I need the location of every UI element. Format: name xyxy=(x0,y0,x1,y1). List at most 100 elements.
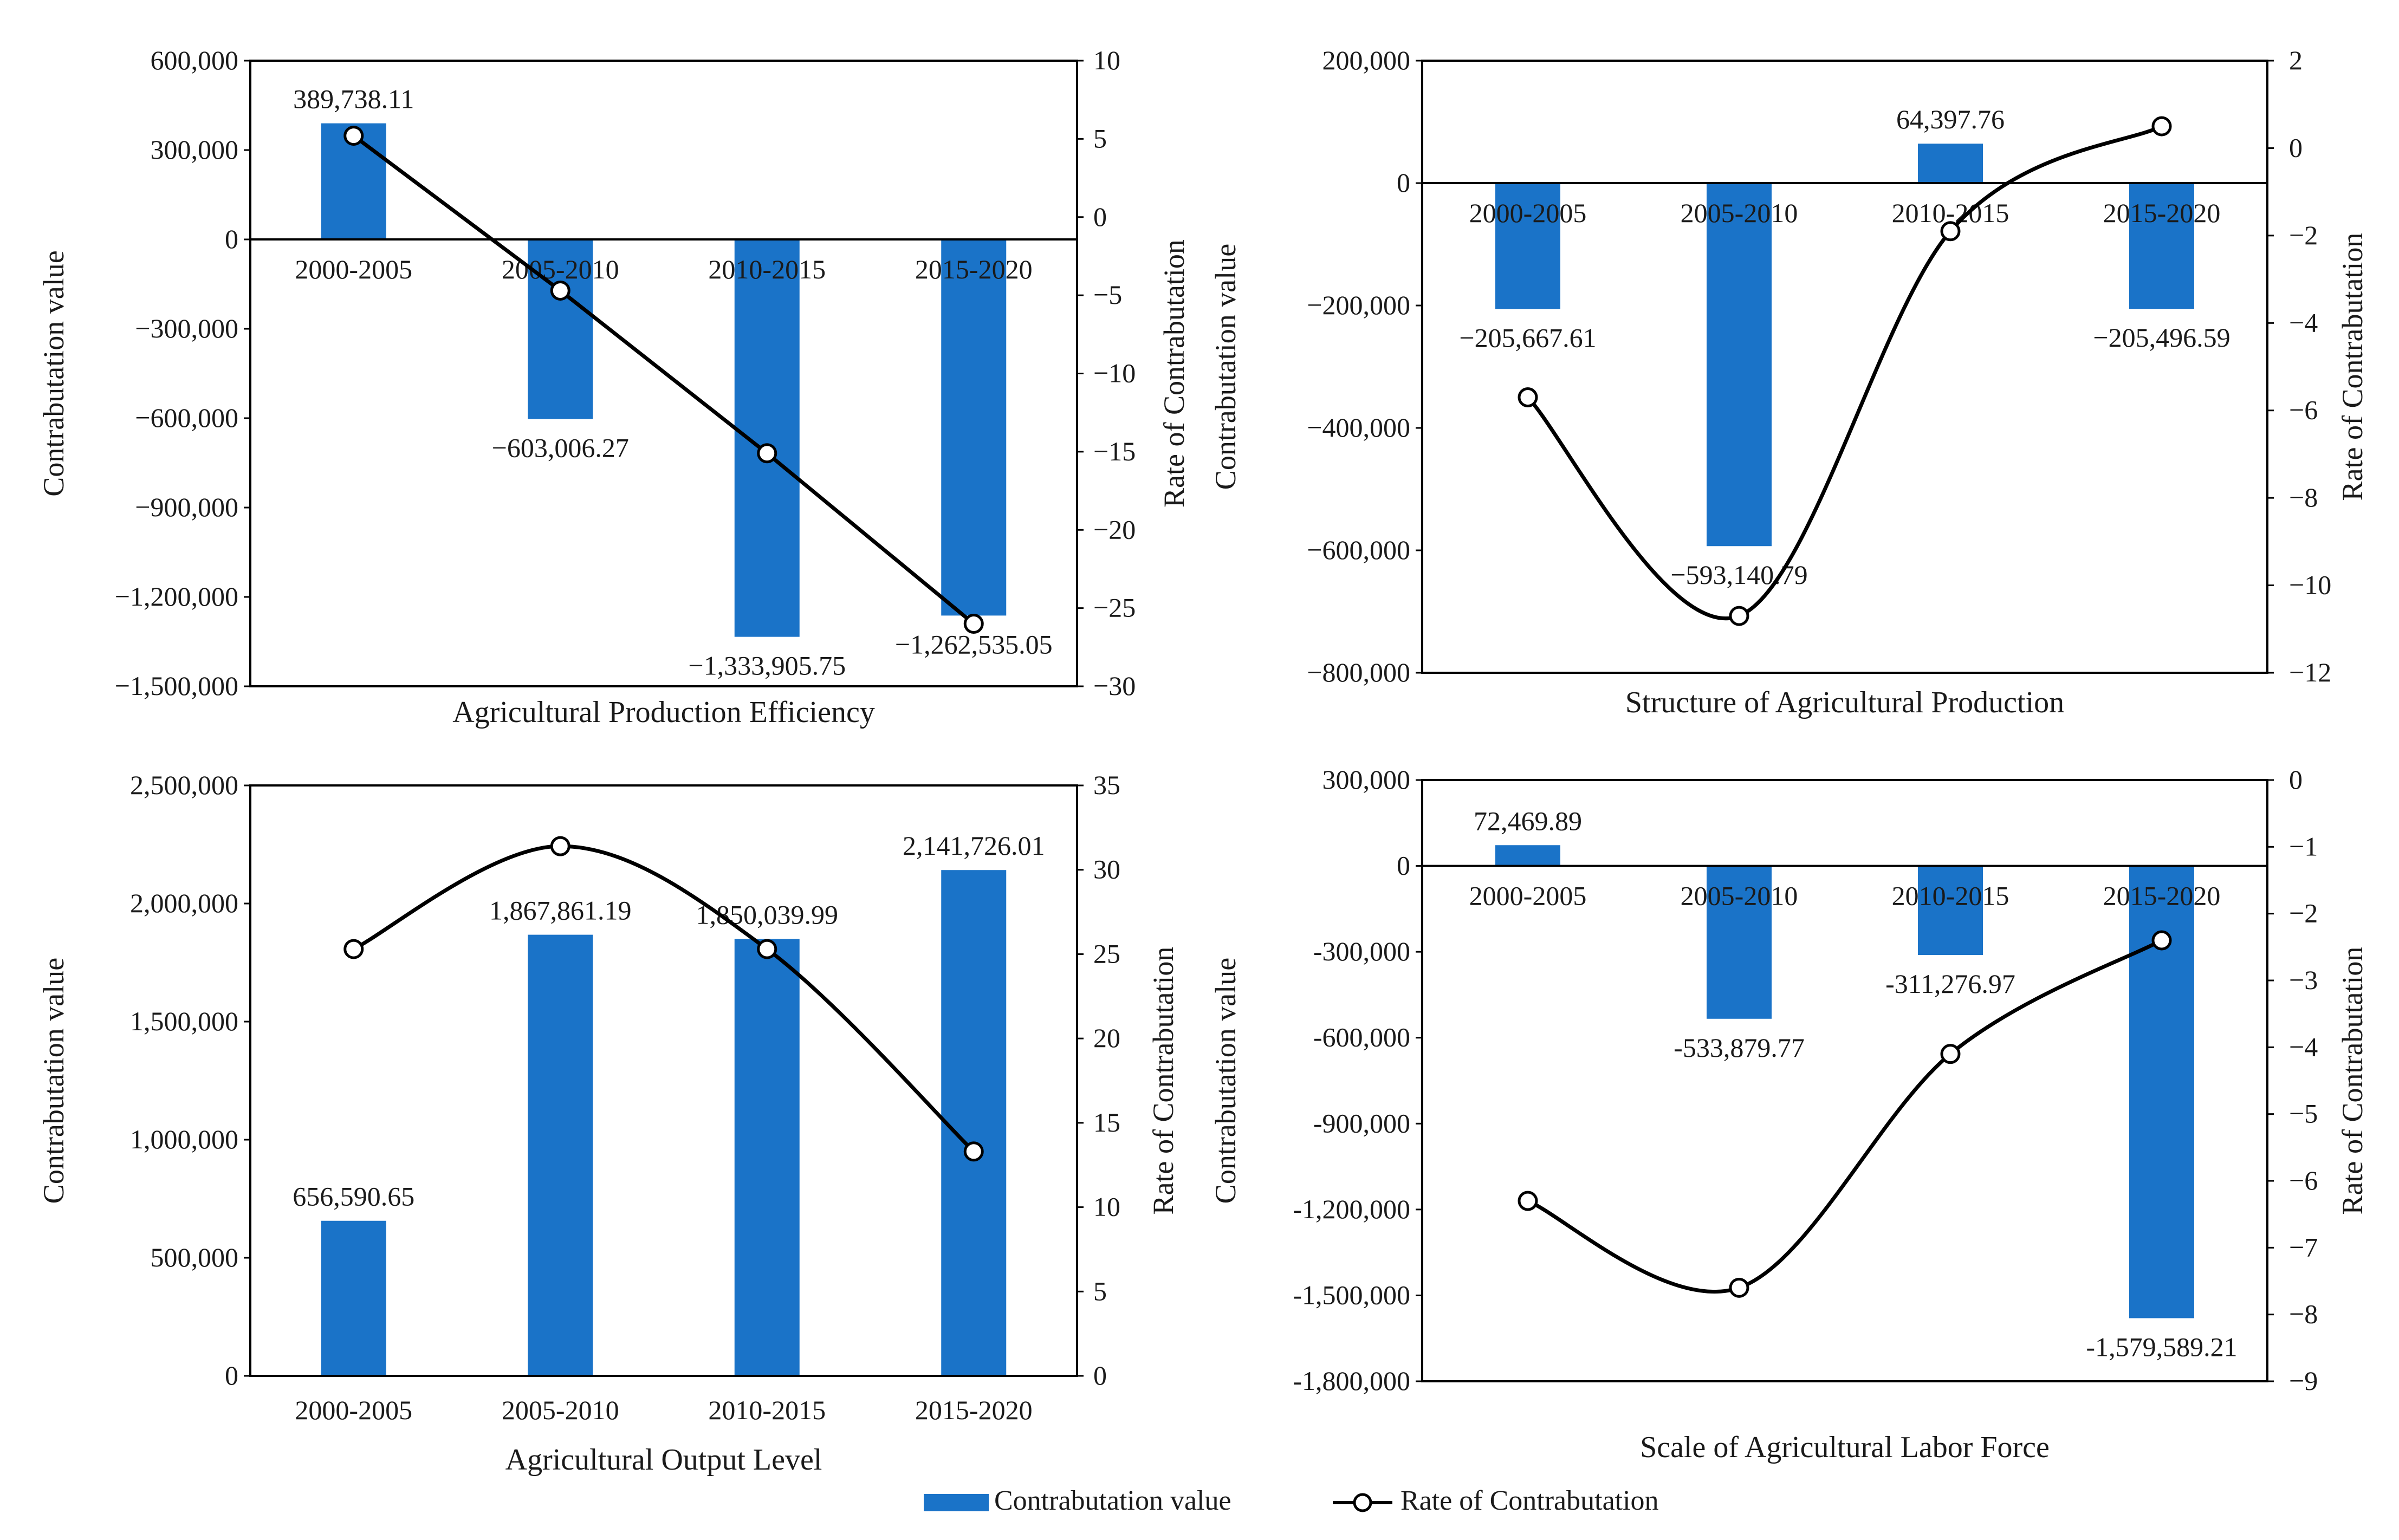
chart-title: Structure of Agricultural Production xyxy=(1625,686,2064,719)
value-label: 72,469.89 xyxy=(1474,805,1582,836)
left-axis-title: Contrabutation value xyxy=(37,958,70,1204)
left-tick-label: 500,000 xyxy=(151,1242,239,1272)
rate-point xyxy=(550,836,570,856)
left-tick-label: 2,500,000 xyxy=(130,770,238,800)
legend-line-label: Rate of Contrabutation xyxy=(1401,1485,1659,1516)
bar xyxy=(321,1220,386,1376)
left-tick-label: −1,500,000 xyxy=(115,671,238,701)
rate-point xyxy=(963,1141,984,1162)
legend-bar-label: Contrabutation value xyxy=(994,1485,1231,1516)
right-tick-label: −15 xyxy=(1093,436,1136,466)
left-tick-label: −400,000 xyxy=(1307,412,1410,443)
category-label: 2015-2020 xyxy=(2103,881,2221,911)
bar xyxy=(1918,866,1983,956)
value-label: 656,590.65 xyxy=(293,1181,414,1212)
category-label: 2010-2015 xyxy=(708,254,826,284)
rate-point xyxy=(1518,1191,1538,1211)
category-label: 2005-2010 xyxy=(1681,198,1798,228)
right-tick-label: −3 xyxy=(2289,965,2318,995)
right-tick-label: 5 xyxy=(1093,1276,1107,1306)
left-tick-label: −300,000 xyxy=(135,313,238,343)
legend-bar-swatch xyxy=(924,1494,989,1511)
category-label: 2015-2020 xyxy=(915,1395,1033,1425)
rate-point xyxy=(757,939,777,959)
right-tick-label: −2 xyxy=(2289,898,2318,928)
plot-frame xyxy=(249,784,1078,1377)
right-tick-label: −10 xyxy=(1093,358,1136,388)
right-tick-label: −5 xyxy=(1093,280,1122,310)
value-label: −1,262,535.05 xyxy=(895,629,1053,659)
value-label: -533,879.77 xyxy=(1674,1032,1805,1063)
bar xyxy=(1707,866,1772,1019)
left-tick-label: 0 xyxy=(225,1360,238,1390)
bar xyxy=(1495,183,1560,309)
value-label: -311,276.97 xyxy=(1885,969,2015,999)
left-axis-title: Contrabutation value xyxy=(37,250,70,496)
value-label: −205,496.59 xyxy=(2093,322,2230,353)
right-tick-label: 0 xyxy=(2289,132,2303,163)
right-tick-label: 5 xyxy=(1093,123,1107,153)
left-tick-label: −600,000 xyxy=(135,402,238,433)
left-tick-label: 600,000 xyxy=(151,45,239,75)
right-tick-label: −12 xyxy=(2289,657,2331,687)
bar xyxy=(1918,144,1983,183)
value-label: -1,579,589.21 xyxy=(2086,1331,2237,1362)
bar xyxy=(1495,845,1560,866)
right-tick-label: −7 xyxy=(2289,1232,2318,1262)
bar xyxy=(1707,183,1772,547)
rate-line xyxy=(353,844,975,1153)
right-tick-label: −6 xyxy=(2289,1165,2318,1195)
left-tick-label: −800,000 xyxy=(1307,657,1410,687)
right-tick-label: −20 xyxy=(1093,514,1136,544)
right-tick-label: 30 xyxy=(1093,854,1120,885)
chart-panel-2: 200,000 0 −200,000 −400,000 −600,000 −800,000… xyxy=(1209,45,2369,719)
rate-point xyxy=(2151,116,2172,137)
chart-panels: 600,000 300,000 0 −300,000 −600,000 −900,000 −… xyxy=(37,45,2369,1477)
plot-frame xyxy=(1421,60,2268,674)
right-tick-label: 25 xyxy=(1093,938,1120,969)
rate-point xyxy=(2151,930,2172,951)
right-axis-title: Rate of Contrabutation xyxy=(1158,239,1190,508)
rate-point xyxy=(1518,387,1538,407)
bar xyxy=(528,934,593,1376)
right-tick-label: −1 xyxy=(2289,831,2318,861)
left-tick-label: 300,000 xyxy=(1322,764,1411,795)
category-label: 2000-2005 xyxy=(295,254,412,284)
left-axis-title: Contrabutation value xyxy=(1209,958,1242,1204)
left-tick-label: 0 xyxy=(1397,850,1410,881)
rate-point xyxy=(963,614,984,634)
right-tick-label: 20 xyxy=(1093,1023,1120,1053)
right-tick-label: 0 xyxy=(2289,764,2303,795)
right-tick-label: 15 xyxy=(1093,1107,1120,1138)
left-tick-label: -300,000 xyxy=(1313,936,1410,966)
bar xyxy=(734,239,800,637)
category-label: 2000-2005 xyxy=(1469,198,1587,228)
value-label: 1,867,861.19 xyxy=(489,895,632,926)
right-tick-label: −30 xyxy=(1093,671,1136,701)
chart-panel-4: 300,000 0 -300,000 -600,000 -900,000 -1,200,0… xyxy=(1209,764,2369,1464)
value-label: −603,006.27 xyxy=(492,433,629,463)
bar xyxy=(941,239,1007,616)
category-label: 2015-2020 xyxy=(2103,198,2221,228)
right-tick-label: 2 xyxy=(2289,45,2303,75)
rate-line xyxy=(352,134,975,626)
left-tick-label: 1,500,000 xyxy=(130,1006,238,1036)
right-tick-label: −2 xyxy=(2289,220,2318,250)
right-tick-label: −5 xyxy=(2289,1099,2318,1129)
right-tick-label: −8 xyxy=(2289,482,2318,512)
chart-title: Agricultural Production Efficiency xyxy=(452,696,875,729)
left-tick-label: 1,000,000 xyxy=(130,1124,238,1154)
chart-panel-3: 2,500,000 2,000,000 1,500,000 1,000,000 500,… xyxy=(37,770,1179,1477)
bar xyxy=(528,239,593,419)
chart-title: Scale of Agricultural Labor Force xyxy=(1640,1431,2050,1464)
left-tick-label: 0 xyxy=(225,224,238,254)
rate-point xyxy=(757,443,777,464)
left-tick-label: −900,000 xyxy=(135,492,238,522)
right-tick-label: −10 xyxy=(2289,570,2331,600)
rate-point xyxy=(1729,1277,1749,1298)
category-label: 2005-2010 xyxy=(502,1395,619,1425)
left-tick-label: −600,000 xyxy=(1307,535,1410,565)
plot-frame xyxy=(1421,779,2268,1382)
right-tick-label: −4 xyxy=(2289,307,2318,337)
